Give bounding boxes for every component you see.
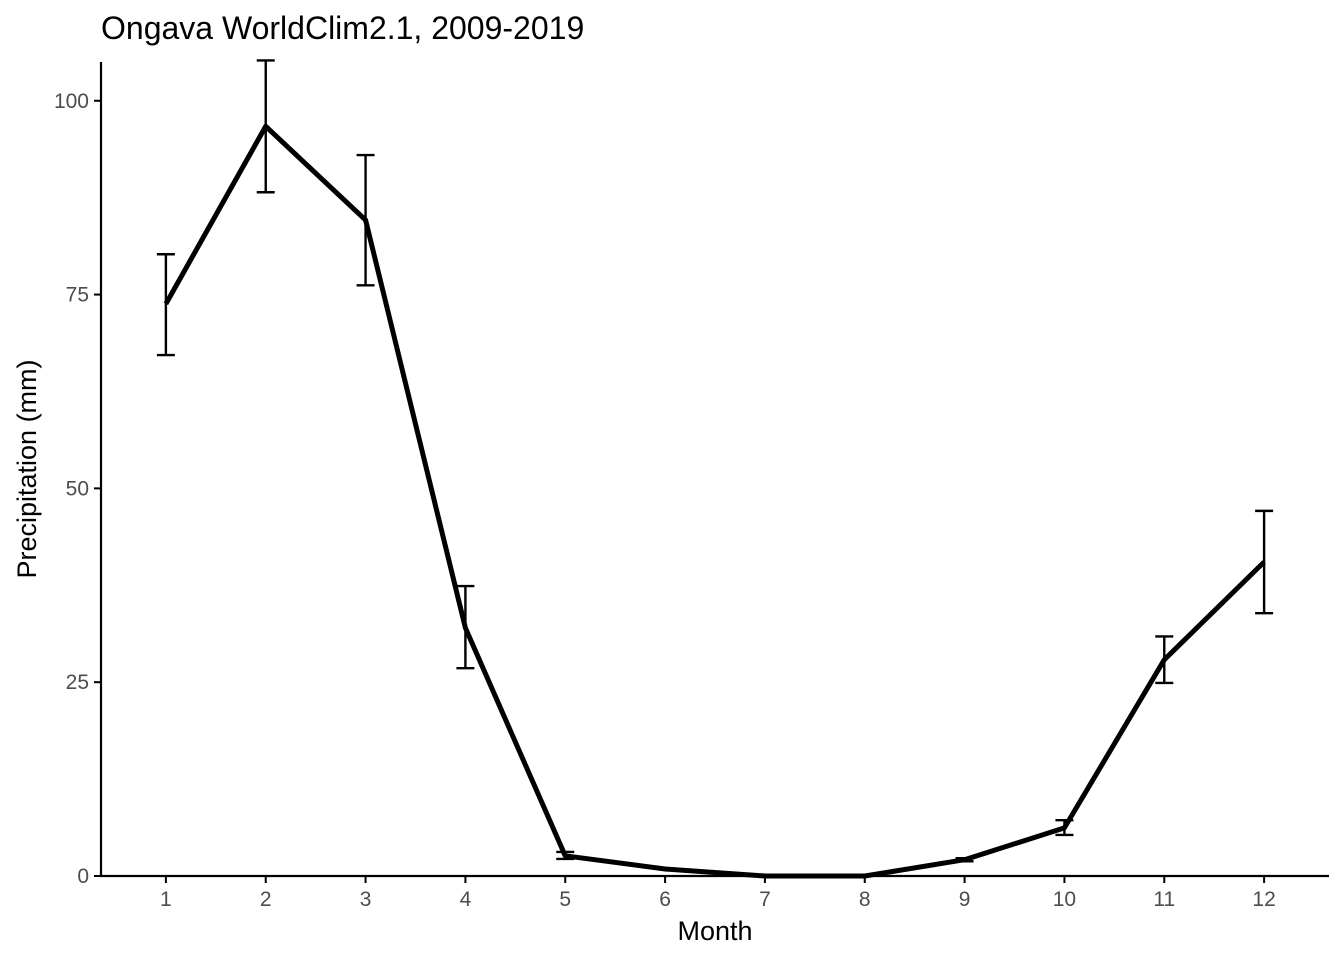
x-tick-label: 2 [260, 888, 272, 911]
x-tick-label: 1 [160, 888, 172, 911]
x-tick-label: 12 [1252, 888, 1275, 911]
x-tick-label: 8 [859, 888, 871, 911]
y-tick-label: 0 [77, 865, 89, 888]
x-tick-label: 10 [1053, 888, 1076, 911]
y-tick-label: 25 [66, 671, 89, 694]
x-tick-label: 5 [559, 888, 571, 911]
chart-title: Ongava WorldClim2.1, 2009-2019 [101, 10, 584, 46]
x-tick-label: 4 [460, 888, 472, 911]
precipitation-series-line [163, 123, 1266, 879]
error-bar [156, 253, 175, 357]
x-tick-label: 3 [360, 888, 372, 911]
x-tick-label: 11 [1153, 888, 1175, 911]
x-tick-label: 6 [659, 888, 671, 911]
y-tick-label: 75 [66, 284, 89, 307]
y-tick-label: 100 [54, 90, 89, 113]
x-tick-label: 7 [759, 888, 771, 911]
y-tick-label: 50 [66, 477, 89, 500]
x-axis-title: Month [677, 916, 752, 946]
x-tick-label: 9 [959, 888, 971, 911]
y-axis-title: Precipitation (mm) [12, 359, 42, 578]
